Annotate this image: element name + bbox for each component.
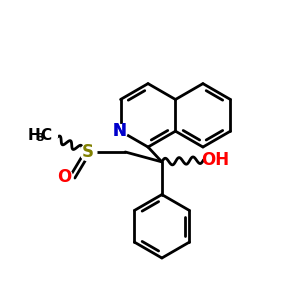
Text: S: S [82,143,94,161]
Text: H: H [28,128,40,142]
Text: C: C [40,128,52,142]
Text: N: N [112,122,127,140]
Text: O: O [57,168,71,186]
Text: OH: OH [201,151,230,169]
Text: 3: 3 [36,133,44,143]
Text: N: N [112,122,127,140]
